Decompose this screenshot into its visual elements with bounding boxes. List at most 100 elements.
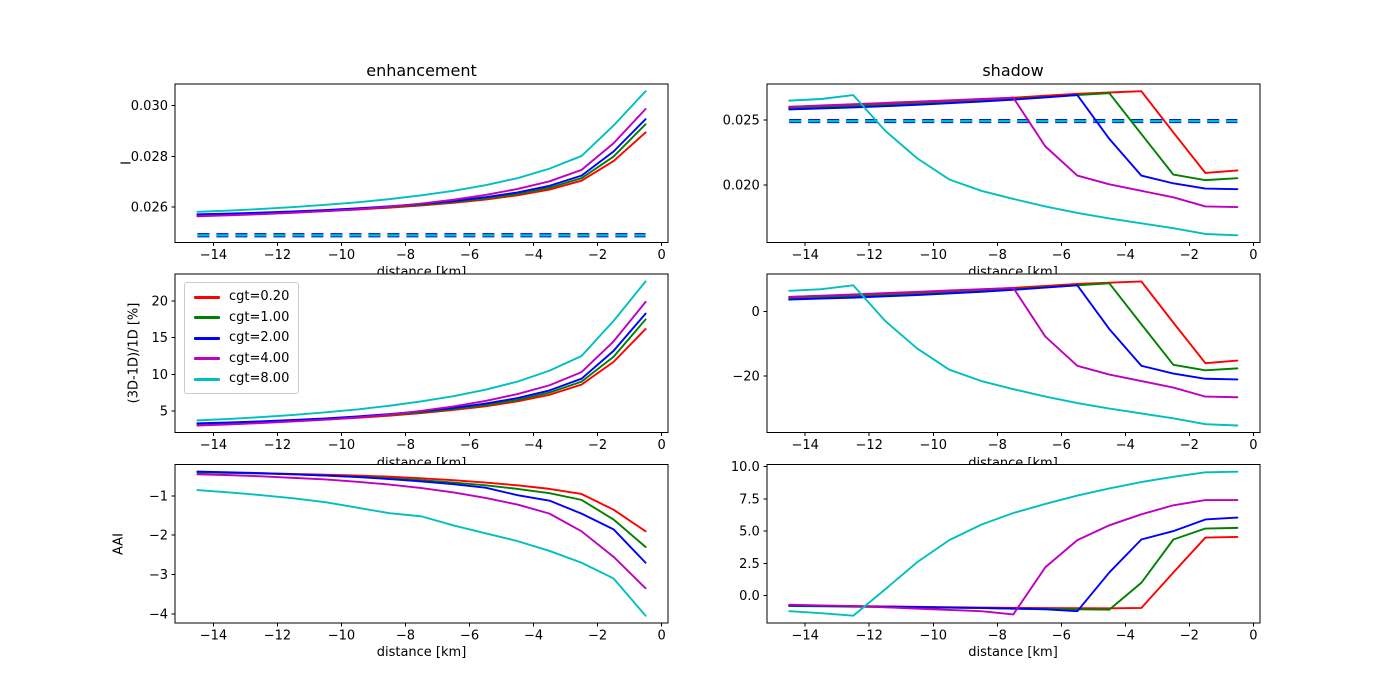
x-tick-label: −2 — [588, 248, 607, 263]
series-line-cgt=8.00 — [788, 470, 1239, 617]
x-tick-label: −10 — [920, 438, 947, 453]
title-shadow: shadow — [982, 61, 1044, 80]
x-tick-label: −14 — [791, 248, 818, 263]
axes-background — [766, 274, 1260, 433]
ylabel-relative-difference: (3D-1D)/1D [%] — [126, 302, 142, 404]
legend-entry: cgt=8.00 — [194, 372, 289, 386]
y-tick-label: −3 — [149, 568, 168, 583]
xlabel-shadow-aai: distance [km] — [968, 645, 1058, 660]
legend-box: cgt=0.20 cgt=1.00 cgt=2.00 cgt=4.00 cgt=… — [184, 282, 300, 394]
ylabel-aai: AAI — [111, 533, 127, 555]
x-tick-label: 0 — [657, 248, 665, 263]
x-tick-label: 0 — [657, 629, 665, 644]
series-line-cgt=4.00 — [196, 300, 647, 427]
panel-enhancement-intensity: −14 −12 −10 −8 −6 −4 −2 0 0.026 0.028 0.030 — [131, 83, 669, 263]
x-tick-label: −14 — [791, 629, 818, 644]
legend-entry: cgt=2.00 — [194, 331, 289, 345]
panel-shadow-intensity: −14 −12 −10 −8 −6 −4 −2 0 0.020 0.025 — [723, 83, 1261, 263]
x-tick-label: −6 — [1052, 629, 1071, 644]
axes-frame — [766, 83, 1261, 243]
x-tick-label: −2 — [1180, 629, 1199, 644]
y-tick-label: 0.020 — [723, 178, 760, 193]
xlabel-enhancement-relative-clipped: distance [km] — [376, 456, 467, 465]
y-tick-label: 0.026 — [131, 201, 168, 216]
x-tick-label: −2 — [588, 438, 607, 453]
x-tick-label: −4 — [524, 438, 543, 453]
x-tick-label: −4 — [524, 629, 543, 644]
x-tick-label: −14 — [200, 629, 227, 644]
x-tick-label: −4 — [1116, 248, 1135, 263]
x-tick-label: −6 — [460, 438, 479, 453]
y-tick-label: 0.028 — [131, 150, 168, 165]
x-tick-label: −8 — [988, 438, 1007, 453]
y-tick-label: −4 — [149, 607, 168, 622]
legend-entry-label: cgt=1.00 — [229, 309, 290, 325]
series-line-cgt=8.00 — [196, 489, 647, 617]
y-tick-label: 0.0 — [739, 589, 760, 604]
axes-frame — [174, 273, 669, 434]
y-tick-label: −20 — [732, 370, 759, 385]
x-tick-label: −10 — [328, 438, 355, 453]
series-line-cgt=8.00 — [788, 284, 1239, 427]
axes-frame — [766, 273, 1261, 434]
x-tick-label: −8 — [396, 248, 415, 263]
x-tick-label: −2 — [588, 629, 607, 644]
title-enhancement: enhancement — [366, 61, 477, 80]
xlabel-enhancement-intensity-clipped: distance [km] — [376, 265, 467, 274]
y-tick-label: 10 — [151, 368, 168, 383]
y-tick-label: 0.030 — [131, 99, 168, 114]
xlabel-shadow-relative-clipped: distance [km] — [968, 456, 1058, 465]
x-tick-label: −12 — [856, 629, 883, 644]
panel-shadow-relative: −14 −12 −10 −8 −6 −4 −2 0−200 — [732, 273, 1261, 453]
x-tick-label: −12 — [264, 629, 291, 644]
series-line-cgt=4.00 — [788, 96, 1239, 209]
x-tick-label: −8 — [396, 438, 415, 453]
x-tick-label: −14 — [200, 248, 227, 263]
y-tick-label: 20 — [151, 295, 168, 310]
x-tick-label: −8 — [988, 629, 1007, 644]
series-line-cgt=4.00 — [196, 108, 647, 218]
xlabel-enhancement-aai: distance [km] — [376, 645, 467, 660]
x-tick-label: 0 — [1249, 248, 1257, 263]
x-tick-label: −14 — [200, 438, 227, 453]
series-line-cgt=8.00 — [788, 94, 1239, 237]
x-tick-label: 0 — [1249, 629, 1257, 644]
series-line-cgt=4.00 — [788, 286, 1239, 399]
y-tick-label: 10.0 — [731, 460, 760, 475]
legend-entry: cgt=4.00 — [194, 351, 289, 366]
x-tick-label: −2 — [1180, 248, 1199, 263]
panel-enhancement-aai: −14 −12 −10 −8 −6 −4 −2 0 −4 −3 −2 −1 — [149, 463, 669, 644]
y-tick-label: 5.0 — [739, 525, 760, 540]
legend-line-swatch — [194, 295, 220, 299]
y-tick-label: 0 — [752, 305, 760, 320]
ylabel-intensity: I — [119, 161, 135, 165]
x-tick-label: −12 — [264, 438, 291, 453]
series-line-cgt=2.00 — [196, 470, 647, 564]
x-tick-label: −10 — [920, 629, 947, 644]
y-tick-label: −2 — [149, 529, 168, 544]
x-tick-label: −10 — [328, 629, 355, 644]
x-tick-label: −4 — [524, 248, 543, 263]
x-tick-label: −12 — [856, 248, 883, 263]
axes-background — [766, 84, 1260, 243]
x-tick-label: −2 — [1180, 438, 1199, 453]
legend-entry: cgt=1.00 — [194, 309, 290, 325]
y-tick-label: 5 — [160, 404, 168, 419]
series-line-cgt=4.00 — [196, 473, 647, 590]
legend-entry-label: cgt=0.20 — [229, 289, 290, 304]
y-tick-label: 7.5 — [739, 492, 760, 507]
legend-entry-label: cgt=8.00 — [229, 371, 290, 386]
y-tick-label: 2.5 — [739, 557, 760, 572]
legend-entry-label: cgt=2.00 — [229, 330, 290, 345]
y-tick-label: −1 — [149, 489, 168, 504]
x-tick-label: −6 — [1052, 438, 1071, 453]
x-tick-label: −10 — [920, 248, 947, 263]
x-tick-label: −4 — [1116, 438, 1135, 453]
axes-background — [175, 84, 668, 243]
axes-frame — [766, 463, 1261, 624]
axes-background — [766, 464, 1260, 623]
x-tick-label: −8 — [988, 248, 1007, 263]
x-tick-label: −6 — [1052, 248, 1071, 263]
xlabel-shadow-intensity-clipped: distance [km] — [968, 265, 1058, 274]
